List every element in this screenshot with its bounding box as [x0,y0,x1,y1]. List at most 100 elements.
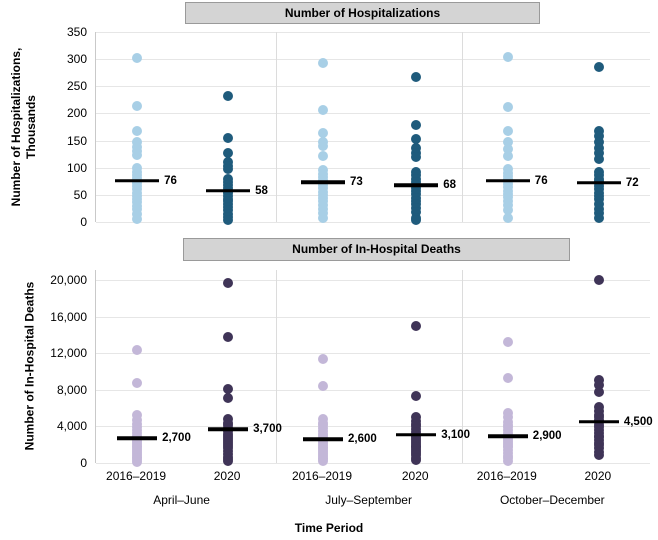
y-tick-label: 300 [66,52,87,67]
x-tick-label: 2016–2019 [106,469,167,483]
x-tick-label: 2020 [584,469,612,483]
x-axis-title: Time Period [294,521,364,535]
data-point [132,345,143,356]
gridline [96,194,650,196]
data-point [502,205,513,216]
median-label: 76 [534,174,548,187]
data-point [411,151,422,162]
y-axis-title-line2: Thousands [24,95,38,160]
data-point [132,125,143,136]
median-label: 4,500 [623,415,653,428]
gridline [96,59,650,61]
y-tick-label: 20,000 [50,273,87,287]
data-point [223,90,234,101]
gridline [96,140,650,142]
x-tick-label: 2020 [401,469,429,483]
data-point [593,275,604,285]
y-tick-label: 350 [66,25,87,39]
panel-title-hospitalizations: Number of Hospitalizations [185,2,540,24]
data-point [132,203,143,214]
x-group-label: October–December [499,493,605,507]
data-point [411,320,422,331]
data-point [502,101,513,112]
gridline [96,167,650,169]
data-point [317,353,328,364]
data-point [502,199,513,210]
y-axis-title-hospitalizations: Number of Hospitalizations, Thousands [9,48,39,207]
median-line [206,188,251,193]
data-point [502,372,513,383]
data-point [132,100,143,111]
data-point [593,212,604,223]
panel-title-deaths: Number of In-Hospital Deaths [183,238,570,261]
x-group-label: July–September [325,493,412,507]
median-label: 73 [349,176,363,189]
group-separator [462,270,464,463]
data-point [593,374,604,385]
gridline [96,32,650,33]
median-line [302,437,343,441]
y-tick-label: 150 [66,133,87,148]
data-point [317,150,328,161]
y-tick-label: 8,000 [56,382,87,397]
gridline [96,389,650,391]
median-label: 72 [625,176,639,189]
group-separator [275,270,277,463]
data-point [502,337,513,348]
data-point [317,127,328,138]
median-label: 2,900 [532,430,562,443]
y-tick-label: 250 [66,79,87,94]
median-label: 2,600 [347,433,377,446]
median-line [208,427,249,431]
data-point [132,214,143,225]
data-point [593,61,604,72]
median-line [396,432,437,437]
data-point [317,104,328,115]
median-line [576,181,621,185]
gridline [96,353,650,355]
y-axis-title-line1: Number of Hospitalizations, [9,47,23,207]
data-point [411,120,422,131]
x-group-label: April–June [153,493,210,507]
median-label: 58 [255,184,268,197]
data-point [502,150,513,161]
group-separator [275,32,277,222]
gridline [96,463,650,464]
y-tick-label: 0 [80,456,87,470]
data-point [132,378,143,389]
data-point [317,212,328,223]
median-label: 68 [443,179,457,192]
data-point [223,393,234,404]
deaths-plot-area: 2,700 3,700 2,600 3,100 2,900 4,500 [95,270,653,468]
median-label: 3,100 [441,428,471,441]
gridline [96,113,650,115]
data-point [593,125,604,136]
data-point [317,141,328,151]
data-point [223,331,234,342]
data-point [223,277,234,288]
data-point [502,136,513,147]
data-point [593,154,604,165]
x-tick-label: 2020 [213,469,241,483]
data-point [502,212,513,223]
y-tick-label: 200 [66,106,87,121]
data-point [223,383,234,394]
data-point [411,207,422,218]
data-point [317,456,328,467]
data-point [132,457,143,468]
data-point [593,449,604,460]
data-point [502,51,513,62]
data-point [132,150,143,161]
data-point [317,381,328,392]
median-line [394,183,439,187]
median-line [300,180,345,185]
gridline [96,86,650,88]
data-point [132,53,143,64]
data-point [223,147,234,158]
data-point [223,456,234,467]
data-point [223,163,234,174]
data-point [502,126,513,137]
data-point [411,215,422,226]
y-tick-label: 50 [73,187,87,202]
